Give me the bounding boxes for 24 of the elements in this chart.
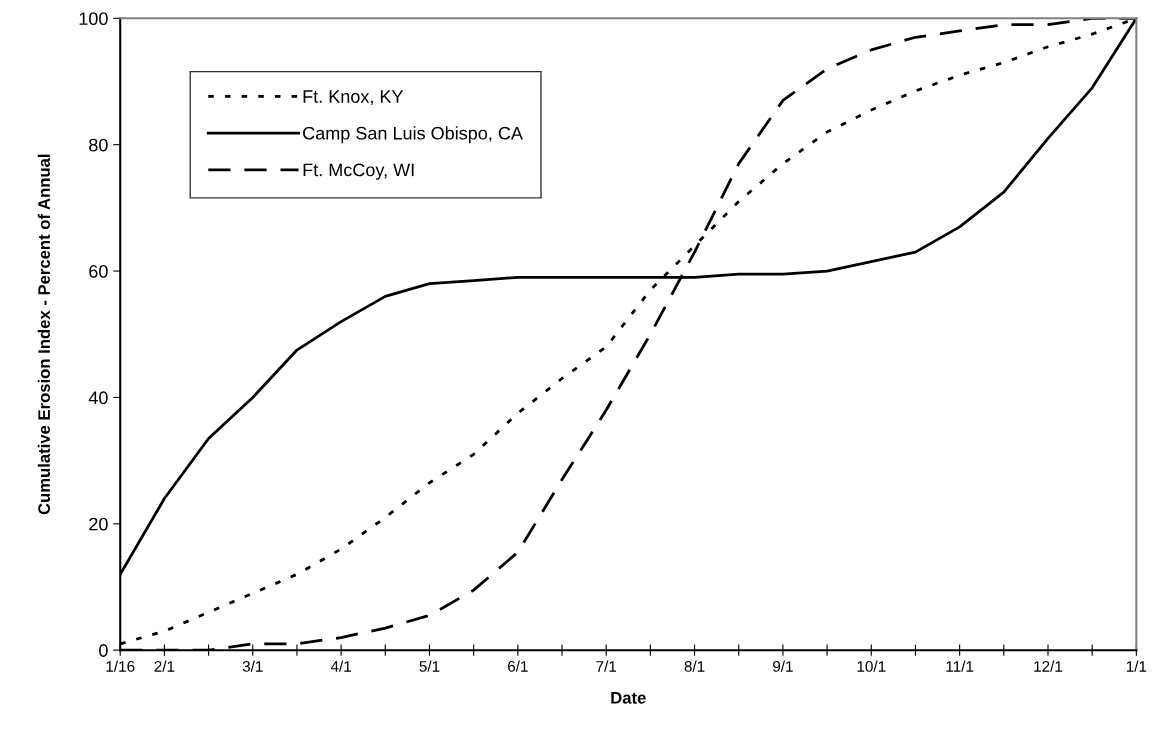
legend-label: Ft. Knox, KY — [303, 90, 404, 106]
y-tick-label: 80 — [89, 138, 108, 152]
y-tick-label: 60 — [89, 265, 108, 278]
legend-label: Camp San Luis Obispo, CA — [303, 126, 523, 144]
x-axis-title: Date — [611, 692, 646, 704]
x-tick-label: 5/1 — [419, 660, 440, 672]
x-tick-label: 1/16 — [106, 660, 135, 672]
x-tick-label: 7/1 — [596, 660, 617, 672]
x-tick-label: 2/1 — [154, 660, 175, 672]
x-tick-label: 3/1 — [242, 660, 263, 672]
legend-label: Ft. McCoy, WI — [303, 163, 414, 180]
x-tick-label: 12/1 — [1034, 660, 1063, 672]
x-tick-label: 1/1 — [1126, 660, 1147, 672]
x-tick-label: 11/1 — [946, 660, 974, 672]
x-tick-label: 6/1 — [508, 660, 528, 672]
y-tick-label: 40 — [88, 391, 108, 405]
y-axis-title: Cumulative Erosion Index - Percent of Annual — [37, 154, 50, 515]
y-tick-label: 100 — [79, 12, 108, 26]
x-tick-label: 4/1 — [330, 660, 351, 672]
x-tick-label: 10/1 — [857, 660, 886, 672]
x-tick-label: 9/1 — [773, 660, 793, 672]
y-tick-label: 0 — [99, 644, 108, 657]
x-tick-label: 8/1 — [684, 660, 705, 672]
y-tick-label: 20 — [89, 517, 108, 531]
